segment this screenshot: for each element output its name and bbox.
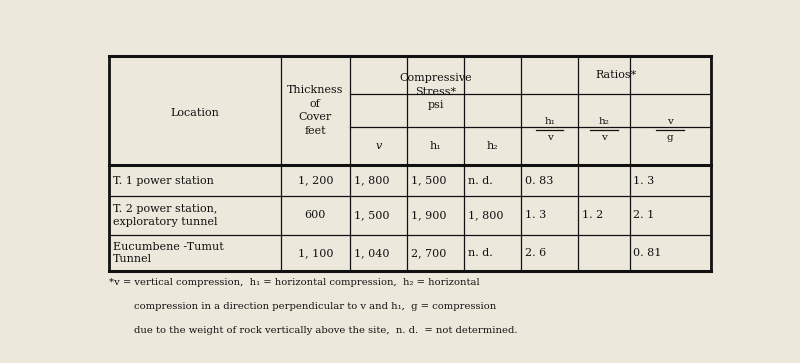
Text: 0. 81: 0. 81 [634,248,662,258]
Text: v: v [601,133,607,142]
Text: 1, 200: 1, 200 [298,176,333,185]
Text: 1. 2: 1. 2 [582,211,603,220]
Text: 1, 800: 1, 800 [468,211,503,220]
Text: 1, 040: 1, 040 [354,248,389,258]
Text: 1, 900: 1, 900 [410,211,446,220]
Text: Thickness
of
Cover
feet: Thickness of Cover feet [287,85,343,136]
Text: n. d.: n. d. [468,176,493,185]
Text: *v = vertical compression,  h₁ = horizontal compression,  h₂ = horizontal: *v = vertical compression, h₁ = horizont… [110,278,480,287]
Text: g: g [666,133,674,142]
Text: h₂: h₂ [598,117,610,126]
Text: Compressive
Stress*
psi: Compressive Stress* psi [399,73,472,110]
Text: v: v [547,133,553,142]
Text: v: v [375,141,382,151]
Text: n. d.: n. d. [468,248,493,258]
Text: h₁: h₁ [430,141,442,151]
Text: v: v [667,117,673,126]
Text: 1, 800: 1, 800 [354,176,389,185]
Text: Location: Location [170,109,219,118]
Text: Eucumbene -Tumut
Tunnel: Eucumbene -Tumut Tunnel [113,242,224,264]
Text: 0. 83: 0. 83 [525,176,554,185]
Text: 1. 3: 1. 3 [525,211,546,220]
Text: 1, 500: 1, 500 [410,176,446,185]
Text: 1. 3: 1. 3 [634,176,654,185]
Text: compression in a direction perpendicular to v and h₁,  g = compression: compression in a direction perpendicular… [134,302,496,311]
Text: 2, 700: 2, 700 [410,248,446,258]
Text: 600: 600 [305,211,326,220]
Text: 2. 1: 2. 1 [634,211,654,220]
Text: 1, 500: 1, 500 [354,211,389,220]
Text: T. 2 power station,
exploratory tunnel: T. 2 power station, exploratory tunnel [113,204,218,227]
Text: h₂: h₂ [487,141,498,151]
Text: T. 1 power station: T. 1 power station [113,176,214,185]
Text: 1, 100: 1, 100 [298,248,333,258]
Text: 2. 6: 2. 6 [525,248,546,258]
Text: Ratios*: Ratios* [595,70,637,80]
Text: due to the weight of rock vertically above the site,  n. d.  = not determined.: due to the weight of rock vertically abo… [134,326,518,335]
Text: h₁: h₁ [544,117,555,126]
